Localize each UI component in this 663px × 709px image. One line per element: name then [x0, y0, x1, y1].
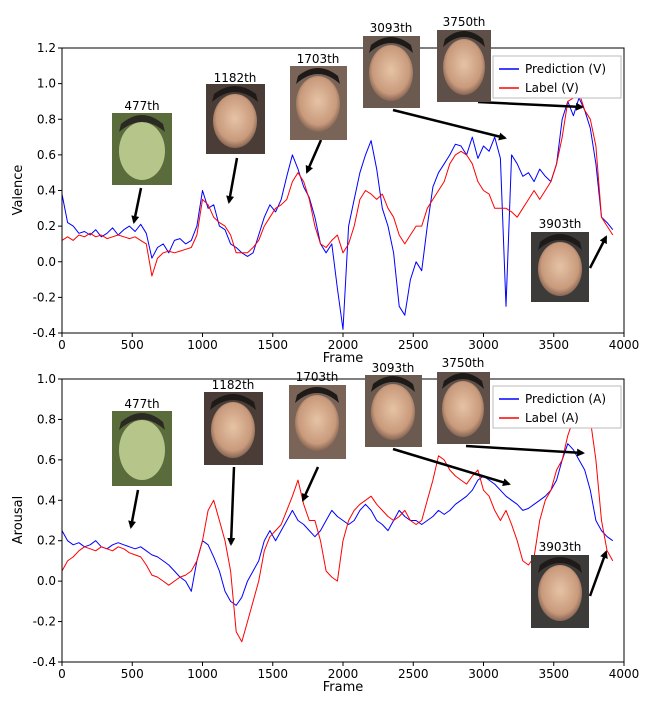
- arousal-x-tick-label: 0: [58, 667, 66, 681]
- valence-chart: 0 500 1000 1500 2000 2500 3000 3500 4000 -0.4 -0.2…: [11, 15, 639, 366]
- arousal-face-477: 477th: [112, 397, 172, 486]
- valence-face-477-label: 477th: [124, 99, 159, 113]
- arousal-y-tick-label: 0.0: [37, 574, 56, 588]
- valence-arrow-3750: [477, 100, 584, 111]
- valence-y-tick-label: 0.4: [37, 184, 56, 198]
- valence-face-3093: 3093th: [363, 21, 420, 108]
- valence-face-1703: 1703th: [290, 52, 347, 140]
- arousal-face-3093: 3093th: [365, 361, 422, 447]
- arousal-face-3750-label: 3750th: [442, 356, 485, 370]
- arousal-x-tick-label: 3500: [538, 667, 569, 681]
- arousal-series-layer: [61, 398, 614, 643]
- valence-legend-box: [492, 55, 622, 99]
- valence-x-tick-label: 1500: [257, 338, 288, 352]
- valence-arrow-1703: [305, 139, 323, 174]
- arousal-face-1703: 1703th: [289, 370, 346, 459]
- arousal-face-3903-label: 3903th: [539, 540, 582, 554]
- valence-y-tick-label: 1.0: [37, 77, 56, 91]
- arousal-y-tick-label: -0.4: [33, 655, 56, 669]
- valence-x-tick-label: 500: [121, 338, 144, 352]
- arousal-x-axis-label: Frame: [323, 680, 364, 695]
- arousal-y-tick-label: 1.0: [37, 372, 56, 386]
- arousal-face-477-label: 477th: [124, 397, 159, 411]
- arousal-y-tick-label: -0.2: [33, 615, 56, 629]
- valence-x-axis-label: Frame: [323, 351, 364, 366]
- valence-arrow-1182: [226, 157, 239, 204]
- arousal-x-tick-label: 3000: [468, 667, 499, 681]
- arousal-arrow-1703: [301, 466, 320, 502]
- arousal-face-1182-label: 1182th: [212, 378, 255, 392]
- valence-x-tick-label: 2500: [398, 338, 429, 352]
- arousal-arrow-3750: [465, 444, 585, 457]
- valence-x-tick-label: 0: [58, 338, 66, 352]
- arousal-y-axis-label: Arousal: [11, 496, 26, 545]
- valence-face-3903: 3903th: [531, 217, 589, 302]
- valence-face-3750: 3750th: [437, 15, 491, 102]
- valence-face-1703-label: 1703th: [297, 52, 340, 66]
- arousal-legend-pred-label: Prediction (A): [525, 392, 606, 406]
- arousal-face-1703-label: 1703th: [296, 370, 339, 384]
- arousal-legend-label-label: Label (A): [525, 411, 579, 425]
- arousal-arrow-3903: [588, 550, 608, 597]
- valence-y-tick-label: 1.2: [37, 41, 56, 55]
- arousal-series-prediction-line: [61, 443, 614, 606]
- valence-y-axis-label: Valence: [11, 165, 26, 216]
- arousal-arrow-3093: [392, 447, 511, 487]
- arousal-y-tick-label: 0.4: [37, 493, 56, 507]
- arousal-arrow-477: [128, 489, 140, 529]
- valence-series-layer: [61, 92, 614, 330]
- arousal-face-3093-label: 3093th: [372, 361, 415, 375]
- valence-axis-ticks: 0 500 1000 1500 2000 2500 3000 3500 4000 -0.4 -0.2…: [33, 41, 640, 352]
- arousal-x-tick-label: 1000: [187, 667, 218, 681]
- arousal-series-label-line: [61, 398, 614, 643]
- arousal-x-tick-label: 2500: [398, 667, 429, 681]
- arousal-arrow-1182: [227, 466, 236, 546]
- valence-face-3750-label: 3750th: [443, 15, 486, 29]
- valence-x-tick-label: 4000: [609, 338, 640, 352]
- valence-arrow-3093: [392, 108, 507, 141]
- arousal-x-tick-label: 500: [121, 667, 144, 681]
- valence-arrow-3903: [588, 235, 608, 269]
- valence-x-tick-label: 1000: [187, 338, 218, 352]
- arousal-face-3750: 3750th: [437, 356, 490, 444]
- valence-face-3903-label: 3903th: [539, 217, 582, 231]
- valence-y-tick-label: 0.6: [37, 148, 56, 162]
- arousal-x-tick-label: 2000: [328, 667, 359, 681]
- valence-y-tick-label: 0.0: [37, 255, 56, 269]
- valence-series-prediction-line: [61, 97, 614, 330]
- valence-y-tick-label: 0.8: [37, 112, 56, 126]
- valence-x-tick-label: 2000: [328, 338, 359, 352]
- valence-face-1182-label: 1182th: [214, 71, 257, 85]
- valence-face-477: 477th: [112, 99, 172, 185]
- arousal-axis-ticks: 0 500 1000 1500 2000 2500 3000 3500 4000 -0.4 -0.2…: [33, 372, 640, 681]
- arousal-face-1182: 1182th: [204, 378, 263, 465]
- arousal-y-tick-label: 0.8: [37, 412, 56, 426]
- valence-face-1182: 1182th: [206, 71, 265, 154]
- valence-y-tick-label: -0.4: [33, 326, 56, 340]
- arousal-legend: Prediction (A) Label (A): [492, 385, 622, 429]
- valence-legend-label-label: Label (V): [525, 81, 579, 95]
- valence-series-label-line: [61, 92, 614, 277]
- arousal-legend-box: [492, 385, 622, 429]
- valence-x-tick-label: 3000: [468, 338, 499, 352]
- arousal-face-3903: 3903th: [531, 540, 589, 628]
- valence-y-tick-label: -0.2: [33, 290, 56, 304]
- valence-arrow-477: [131, 187, 143, 224]
- arousal-x-tick-label: 4000: [609, 667, 640, 681]
- arousal-x-tick-label: 1500: [257, 667, 288, 681]
- valence-legend-pred-label: Prediction (V): [525, 62, 606, 76]
- valence-y-tick-label: 0.2: [37, 219, 56, 233]
- valence-face-3093-label: 3093th: [370, 21, 413, 35]
- valence-x-tick-label: 3500: [538, 338, 569, 352]
- arousal-chart: 0 500 1000 1500 2000 2500 3000 3500 4000 -0.4 -0.2…: [11, 356, 639, 695]
- arousal-y-tick-label: 0.2: [37, 534, 56, 548]
- arousal-y-tick-label: 0.6: [37, 453, 56, 467]
- valence-legend: Prediction (V) Label (V): [492, 55, 622, 99]
